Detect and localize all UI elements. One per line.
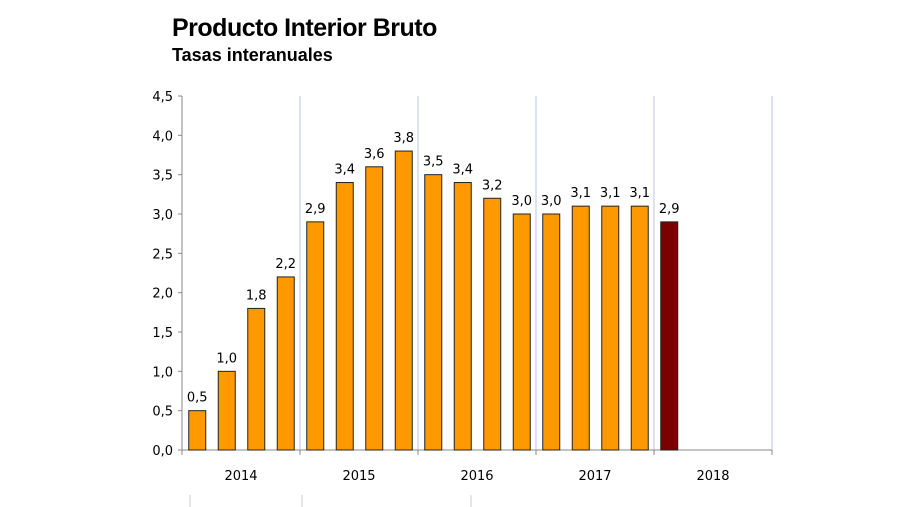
x-year-label: 2018 xyxy=(696,469,729,484)
bar xyxy=(188,410,207,451)
chart-title: Producto Interior Bruto xyxy=(172,14,437,42)
x-year-label: 2014 xyxy=(224,469,257,484)
bar xyxy=(601,205,620,451)
data-label: 3,5 xyxy=(423,155,444,170)
y-tick-label: 4,0 xyxy=(152,129,173,144)
data-label: 3,4 xyxy=(334,163,355,178)
bar xyxy=(483,197,502,451)
data-label: 2,2 xyxy=(275,257,296,272)
bar xyxy=(571,205,590,451)
x-year-label: 2017 xyxy=(578,469,611,484)
data-label: 2,9 xyxy=(659,202,680,217)
y-tick-label: 2,0 xyxy=(152,287,173,302)
bar xyxy=(306,221,325,451)
bar xyxy=(217,370,236,451)
bar xyxy=(394,150,413,451)
x-year-label: 2015 xyxy=(342,469,375,484)
y-tick-label: 0,0 xyxy=(152,444,173,459)
bar xyxy=(247,307,266,451)
y-tick-label: 0,5 xyxy=(152,405,173,420)
y-tick-label: 1,5 xyxy=(152,326,173,341)
y-tick-label: 2,5 xyxy=(152,247,173,262)
data-label: 3,1 xyxy=(570,186,591,201)
data-label: 3,1 xyxy=(600,186,621,201)
data-label: 3,8 xyxy=(393,131,414,146)
y-tick-label: 3,5 xyxy=(152,169,173,184)
bar xyxy=(335,182,354,451)
data-label: 3,0 xyxy=(541,194,562,209)
y-tick-label: 3,0 xyxy=(152,208,173,223)
data-label: 2,9 xyxy=(305,202,326,217)
bar xyxy=(424,174,443,451)
data-label: 3,6 xyxy=(364,147,385,162)
data-label: 1,0 xyxy=(216,351,237,366)
bar xyxy=(512,213,531,451)
bar xyxy=(660,221,679,451)
bar xyxy=(630,205,649,451)
data-label: 3,2 xyxy=(482,178,503,193)
data-label: 3,0 xyxy=(511,194,532,209)
x-year-label: 2016 xyxy=(460,469,493,484)
data-label: 0,5 xyxy=(187,391,208,406)
data-label: 1,8 xyxy=(246,288,267,303)
bar xyxy=(453,182,472,451)
y-tick-label: 4,5 xyxy=(152,90,173,105)
bar xyxy=(542,213,561,451)
data-label: 3,1 xyxy=(629,186,650,201)
chart-subtitle: Tasas interanuales xyxy=(172,45,333,65)
bar xyxy=(276,276,295,451)
y-tick-label: 1,0 xyxy=(152,365,173,380)
bar xyxy=(365,166,384,451)
data-label: 3,4 xyxy=(452,163,473,178)
